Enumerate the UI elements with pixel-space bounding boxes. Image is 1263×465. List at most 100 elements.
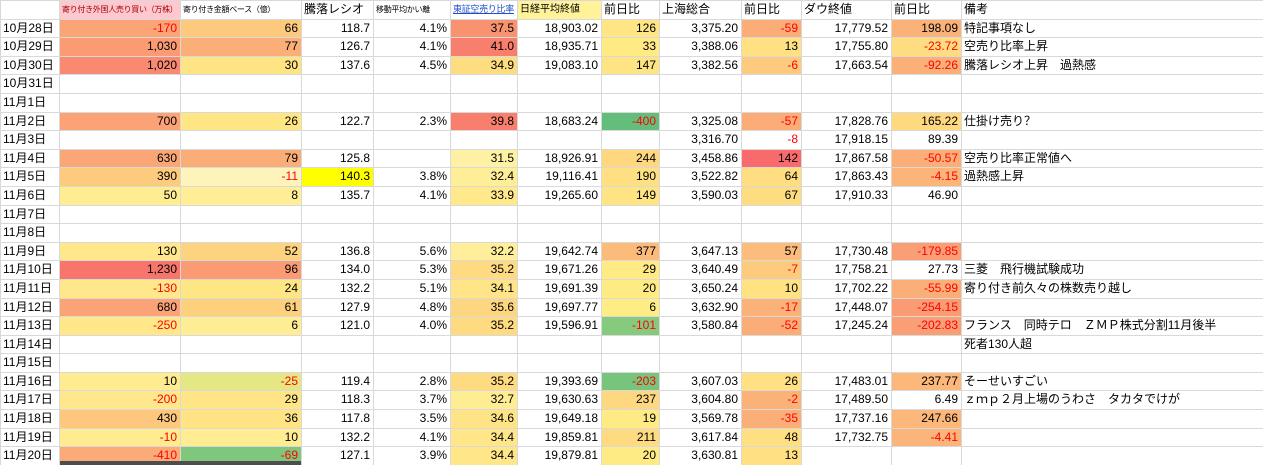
cell-nikkei-close[interactable]: 18,903.02: [517, 18, 602, 39]
remarks-cell[interactable]: [961, 353, 1263, 373]
cell-tse-short-ratio[interactable]: 34.6: [450, 409, 518, 429]
cell-moving-average-deviation[interactable]: [373, 334, 451, 355]
cell-shanghai-change[interactable]: -17: [741, 297, 802, 318]
cell-advance-decline-ratio[interactable]: [301, 204, 374, 225]
cell-advance-decline-ratio[interactable]: 122.7: [301, 111, 374, 132]
cell-tse-short-ratio[interactable]: 35.2: [450, 260, 518, 280]
cell-nikkei-close[interactable]: 18,683.24: [517, 111, 602, 132]
remarks-cell[interactable]: [961, 204, 1263, 225]
cell-nikkei-close[interactable]: 19,393.69: [517, 371, 602, 392]
cell-foreign-open-trading[interactable]: 390: [59, 167, 181, 187]
cell-advance-decline-ratio[interactable]: 135.7: [301, 185, 374, 206]
date-cell[interactable]: 11月13日: [0, 316, 60, 336]
date-cell[interactable]: 11月2日: [0, 111, 60, 132]
date-cell[interactable]: 11月7日: [0, 204, 60, 225]
cell-dow-change[interactable]: -50.57: [891, 148, 962, 169]
cell-nikkei-change[interactable]: 147: [601, 55, 660, 76]
cell-foreign-open-trading[interactable]: [59, 130, 181, 150]
cell-dow-change[interactable]: 27.73: [891, 260, 962, 280]
cell-moving-average-deviation[interactable]: [373, 223, 451, 243]
column-header-open-amount-base[interactable]: 寄り付き金額ベース（億）: [180, 0, 302, 20]
cell-shanghai-change[interactable]: -59: [741, 18, 802, 39]
cell-tse-short-ratio[interactable]: 31.5: [450, 148, 518, 169]
cell-shanghai-change[interactable]: 67: [741, 185, 802, 206]
cell-advance-decline-ratio[interactable]: 134.0: [301, 260, 374, 280]
cell-shanghai-change[interactable]: 57: [741, 241, 802, 262]
cell-foreign-open-trading[interactable]: [59, 353, 181, 373]
cell-foreign-open-trading[interactable]: 430: [59, 409, 181, 429]
cell-open-amount-base[interactable]: [180, 334, 302, 355]
date-cell[interactable]: 11月12日: [0, 297, 60, 318]
cell-foreign-open-trading[interactable]: -250: [59, 316, 181, 336]
cell-shanghai-composite[interactable]: 3,590.03: [659, 185, 742, 206]
cell-nikkei-close[interactable]: 18,935.71: [517, 37, 602, 57]
cell-moving-average-deviation[interactable]: 4.1%: [373, 427, 451, 448]
cell-nikkei-change[interactable]: [601, 334, 660, 355]
cell-advance-decline-ratio[interactable]: 118.3: [301, 390, 374, 411]
cell-foreign-open-trading[interactable]: -130: [59, 278, 181, 299]
remarks-cell[interactable]: [961, 74, 1263, 94]
date-cell[interactable]: 11月1日: [0, 92, 60, 113]
cell-open-amount-base[interactable]: 24: [180, 278, 302, 299]
cell-moving-average-deviation[interactable]: [373, 204, 451, 225]
cell-shanghai-composite[interactable]: 3,640.49: [659, 260, 742, 280]
cell-nikkei-change[interactable]: -400: [601, 111, 660, 132]
cell-tse-short-ratio[interactable]: 35.2: [450, 316, 518, 336]
cell-moving-average-deviation[interactable]: 4.1%: [373, 37, 451, 57]
remarks-cell[interactable]: 特記事項なし: [961, 18, 1263, 39]
cell-nikkei-close[interactable]: 19,859.81: [517, 427, 602, 448]
cell-moving-average-deviation[interactable]: [373, 148, 451, 169]
cell-foreign-open-trading[interactable]: [59, 334, 181, 355]
cell-nikkei-close[interactable]: 19,697.77: [517, 297, 602, 318]
cell-foreign-open-trading[interactable]: 630: [59, 148, 181, 169]
remarks-cell[interactable]: [961, 223, 1263, 243]
cell-nikkei-close[interactable]: 19,116.41: [517, 167, 602, 187]
cell-nikkei-change[interactable]: 20: [601, 446, 660, 465]
cell-nikkei-change[interactable]: 211: [601, 427, 660, 448]
cell-tse-short-ratio[interactable]: 35.2: [450, 371, 518, 392]
corner-cell[interactable]: [0, 0, 60, 20]
cell-shanghai-composite[interactable]: 3,316.70: [659, 130, 742, 150]
cell-foreign-open-trading[interactable]: 680: [59, 297, 181, 318]
cell-dow-change[interactable]: [891, 446, 962, 465]
cell-open-amount-base[interactable]: 26: [180, 111, 302, 132]
cell-advance-decline-ratio[interactable]: 127.1: [301, 446, 374, 465]
cell-open-amount-base[interactable]: [180, 353, 302, 373]
cell-foreign-open-trading[interactable]: -10: [59, 427, 181, 448]
cell-foreign-open-trading[interactable]: 1,230: [59, 260, 181, 280]
cell-shanghai-composite[interactable]: 3,375.20: [659, 18, 742, 39]
cell-foreign-open-trading[interactable]: [59, 223, 181, 243]
cell-moving-average-deviation[interactable]: 2.8%: [373, 371, 451, 392]
cell-foreign-open-trading[interactable]: [59, 74, 181, 94]
cell-open-amount-base[interactable]: 77: [180, 37, 302, 57]
cell-foreign-open-trading[interactable]: -170: [59, 18, 181, 39]
cell-tse-short-ratio[interactable]: 34.4: [450, 427, 518, 448]
cell-moving-average-deviation[interactable]: [373, 92, 451, 113]
cell-shanghai-change[interactable]: [741, 223, 802, 243]
date-cell[interactable]: 11月8日: [0, 223, 60, 243]
cell-nikkei-change[interactable]: 237: [601, 390, 660, 411]
cell-dow-close[interactable]: 17,663.54: [801, 55, 892, 76]
cell-shanghai-composite[interactable]: [659, 92, 742, 113]
cell-dow-change[interactable]: -202.83: [891, 316, 962, 336]
cell-moving-average-deviation[interactable]: 4.0%: [373, 316, 451, 336]
cell-open-amount-base[interactable]: -11: [180, 167, 302, 187]
cell-open-amount-base[interactable]: 8: [180, 185, 302, 206]
cell-advance-decline-ratio[interactable]: 121.0: [301, 316, 374, 336]
column-header-dow-change[interactable]: 前日比: [891, 0, 962, 20]
cell-tse-short-ratio[interactable]: [450, 223, 518, 243]
remarks-cell[interactable]: 仕掛け売り？: [961, 111, 1263, 132]
column-header-foreign-open-trading[interactable]: 寄り付き外国人売り買い（万株）: [59, 0, 181, 20]
remarks-cell[interactable]: [961, 446, 1263, 465]
date-cell[interactable]: 10月28日: [0, 18, 60, 39]
cell-advance-decline-ratio[interactable]: [301, 223, 374, 243]
column-header-dow-close[interactable]: ダウ終値: [801, 0, 892, 20]
cell-dow-change[interactable]: [891, 334, 962, 355]
date-cell[interactable]: 11月19日: [0, 427, 60, 448]
cell-nikkei-close[interactable]: [517, 223, 602, 243]
cell-nikkei-close[interactable]: [517, 204, 602, 225]
cell-foreign-open-trading[interactable]: 130: [59, 241, 181, 262]
cell-nikkei-change[interactable]: [601, 223, 660, 243]
cell-nikkei-close[interactable]: [517, 92, 602, 113]
date-cell[interactable]: 10月31日: [0, 74, 60, 94]
